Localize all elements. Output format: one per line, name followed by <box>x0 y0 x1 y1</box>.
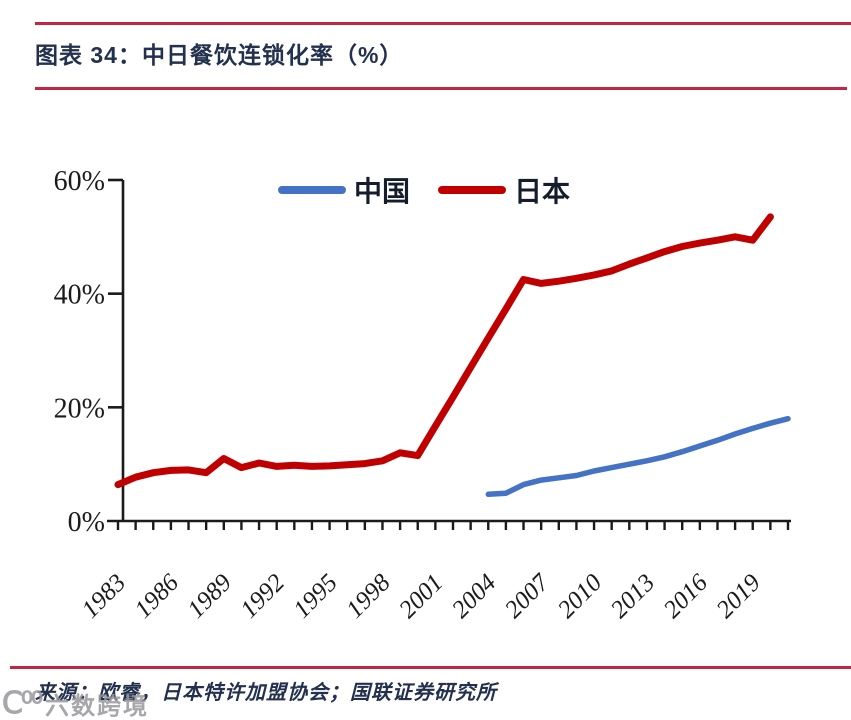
x-tick-label: 2013 <box>606 569 660 623</box>
chart-legend: 中国 日本 <box>278 170 570 210</box>
title-divider <box>35 87 847 90</box>
x-tick-label: 1983 <box>77 569 131 623</box>
legend-label-japan: 日本 <box>514 177 571 208</box>
x-tick-label: 2010 <box>553 569 608 624</box>
x-tick-label: 1998 <box>341 569 396 624</box>
x-tick-label: 1992 <box>235 569 289 623</box>
footer-divider <box>10 666 851 669</box>
japan-line-swatch <box>438 186 507 194</box>
y-tick-label: 0% <box>68 507 105 538</box>
x-tick-label: 1995 <box>288 569 342 623</box>
figure-title: 图表 34：中日餐饮连锁化率（%） <box>35 42 404 68</box>
chart-canvas: 0%20%40%60%19831986198919921995199820012… <box>54 166 791 624</box>
y-tick-label: 40% <box>54 280 105 311</box>
line-chart: 0% 20% 40% 60% 1983 1986 1989 1992 1995 1998 2001 2… <box>54 166 791 624</box>
y-tick-label: 60% <box>54 166 105 197</box>
x-tick-label: 1989 <box>183 569 238 624</box>
china-line <box>485 415 791 498</box>
x-tick-label: 2019 <box>712 569 767 624</box>
china-line-swatch <box>278 186 346 194</box>
legend-label-china: 中国 <box>354 177 411 208</box>
x-tick-label: 2001 <box>394 569 448 623</box>
x-tick-label: 1986 <box>130 569 185 624</box>
x-tick-label: 2007 <box>500 568 556 624</box>
x-tick-label: 2016 <box>659 569 714 624</box>
top-divider <box>35 22 851 25</box>
x-tick-label: 2004 <box>447 569 501 623</box>
watermark-logo-icon: Ⅽ⁰⁰ <box>2 686 43 720</box>
watermark-text: 六数跨境 <box>45 693 149 720</box>
y-tick-label: 20% <box>54 393 105 424</box>
watermark: Ⅽ⁰⁰ 六数跨境 <box>2 686 149 720</box>
source-note: 来源：欧睿，日本特许加盟协会；国联证券研究所 <box>35 682 497 704</box>
japan-line <box>114 213 774 489</box>
